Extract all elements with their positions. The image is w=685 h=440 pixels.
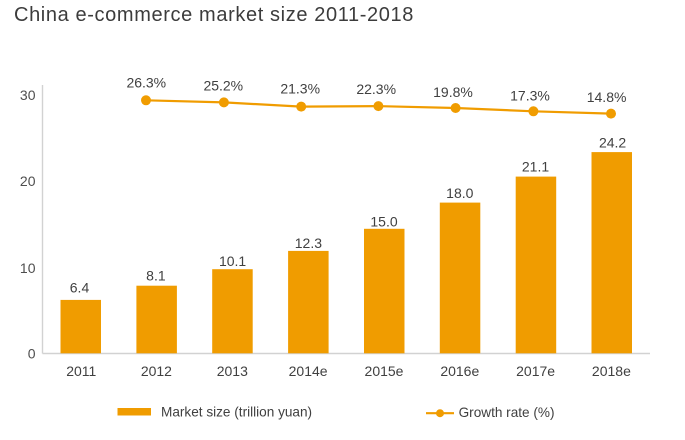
svg-text:15.0: 15.0 (370, 213, 397, 229)
svg-text:2011: 2011 (66, 363, 96, 379)
svg-text:26.3%: 26.3% (126, 75, 166, 91)
svg-text:2017e: 2017e (516, 363, 555, 379)
svg-text:21.1: 21.1 (522, 159, 549, 175)
svg-text:19.8%: 19.8% (433, 84, 473, 100)
svg-text:8.1: 8.1 (146, 267, 166, 283)
svg-text:10: 10 (20, 260, 36, 276)
svg-text:0: 0 (28, 346, 36, 362)
svg-text:2012: 2012 (141, 363, 172, 379)
svg-text:22.3%: 22.3% (356, 81, 396, 97)
svg-text:12.3: 12.3 (295, 235, 322, 251)
svg-text:25.2%: 25.2% (203, 77, 243, 93)
svg-text:2014e: 2014e (289, 363, 328, 379)
svg-text:6.4: 6.4 (70, 279, 90, 295)
svg-text:18.0: 18.0 (446, 185, 473, 201)
svg-text:14.8%: 14.8% (587, 89, 627, 105)
svg-text:China e-commerce market size 2: China e-commerce market size 2011-2018 (14, 4, 414, 26)
svg-text:30: 30 (20, 87, 36, 103)
svg-text:2013: 2013 (217, 363, 248, 379)
svg-text:21.3%: 21.3% (280, 81, 320, 97)
svg-text:2016e: 2016e (440, 363, 479, 379)
svg-text:2015e: 2015e (365, 363, 404, 379)
svg-text:17.3%: 17.3% (510, 87, 550, 103)
svg-text:24.2: 24.2 (599, 135, 626, 151)
svg-text:10.1: 10.1 (219, 253, 246, 269)
svg-text:Market size (trillion yuan): Market size (trillion yuan) (161, 404, 312, 419)
svg-text:2018e: 2018e (592, 363, 631, 379)
svg-text:Growth rate (%): Growth rate (%) (459, 405, 555, 420)
svg-text:20: 20 (20, 173, 36, 189)
